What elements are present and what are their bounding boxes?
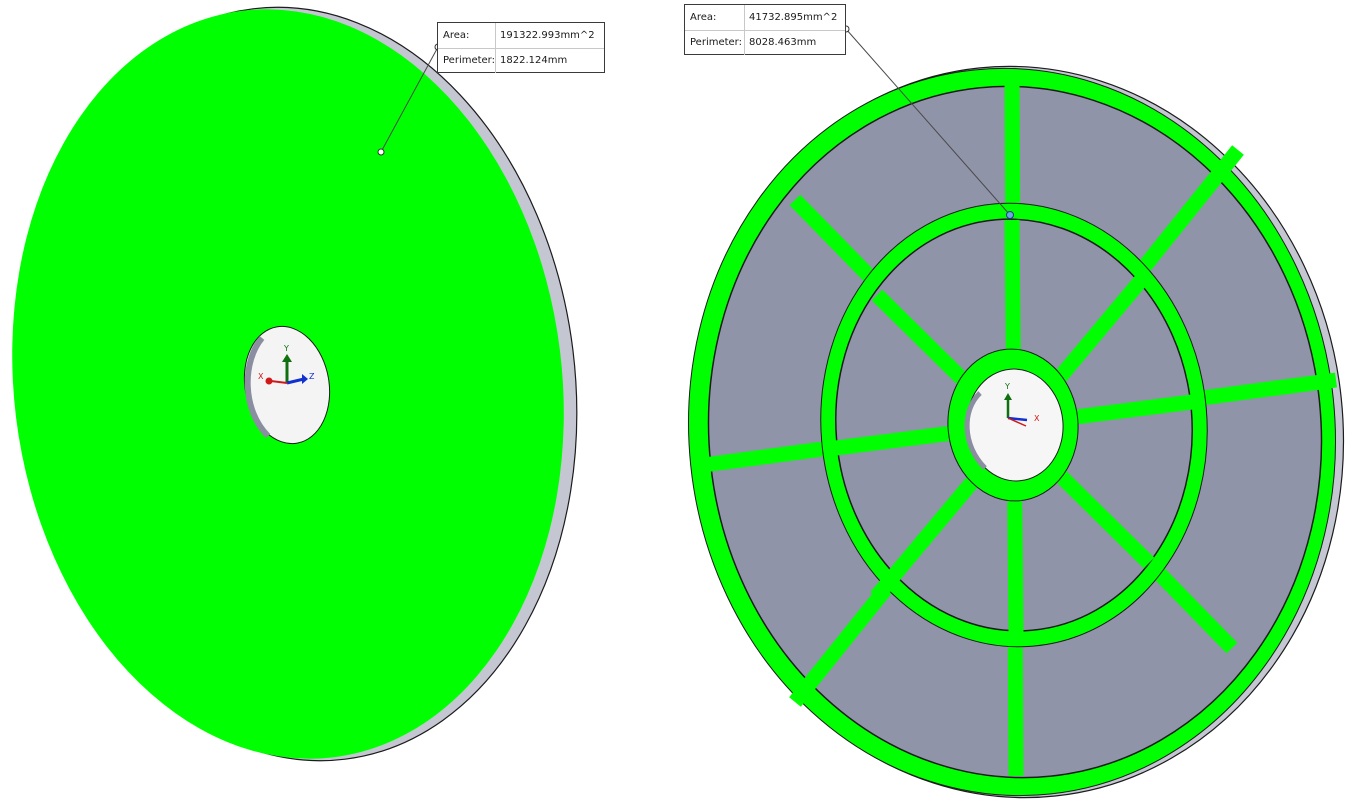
coordinate-triad-left: Y X Z [258, 344, 315, 385]
measure-callout-left[interactable]: Area: 191322.993mm^2 Perimeter: 1822.124… [437, 22, 605, 73]
wheel-hub-hole-wall [964, 391, 987, 470]
area-value: 191322.993mm^2 [500, 29, 595, 41]
solid-disk-part[interactable]: Y X Z [0, 0, 619, 793]
triad-x-label: X [258, 372, 264, 381]
callout-leader-right [845, 28, 1011, 216]
measure-callout-right[interactable]: Area: 41732.895mm^2 Perimeter: 8028.463m… [684, 4, 846, 55]
callout-anchor-left [377, 148, 385, 156]
triad-right-y-label: Y [1004, 382, 1010, 391]
perimeter-label: Perimeter: [438, 48, 496, 73]
callout-anchor-right [1006, 211, 1014, 219]
triad-y-label: Y [283, 344, 289, 353]
coordinate-triad-right: Y X [1004, 382, 1040, 427]
disk-hole-inner-wall [244, 336, 271, 439]
callout-leader-left [380, 46, 439, 153]
perimeter-value: 1822.124mm [500, 55, 568, 67]
ribbed-wheel-part[interactable]: Y X [653, 25, 1363, 808]
perimeter-value: 8028.463mm [749, 37, 817, 49]
perimeter-label: Perimeter: [685, 30, 745, 55]
triad-z-label: Z [309, 372, 315, 381]
area-value: 41732.895mm^2 [749, 11, 838, 23]
area-label: Area: [438, 23, 496, 48]
area-label: Area: [685, 5, 745, 30]
triad-right-x-label: X [1034, 414, 1040, 423]
